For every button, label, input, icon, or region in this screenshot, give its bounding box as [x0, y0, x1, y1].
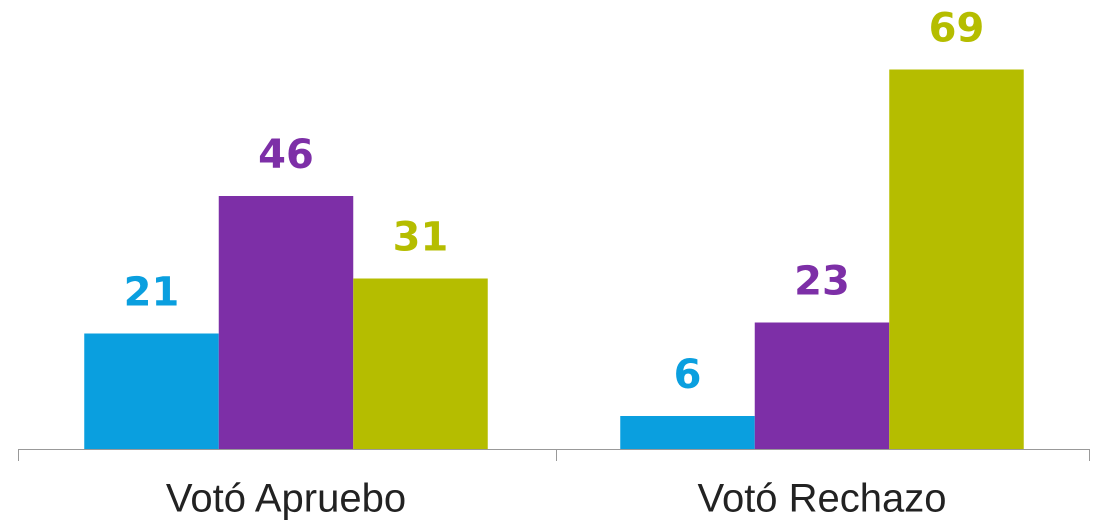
data-label: 6: [674, 352, 702, 398]
bar: [889, 69, 1024, 449]
x-tick-label: Votó Apruebo: [166, 477, 406, 521]
x-tick-label: Votó Rechazo: [697, 477, 946, 521]
data-label: 21: [124, 270, 180, 316]
data-label: 31: [393, 215, 449, 261]
bar: [84, 333, 219, 449]
data-label: 69: [929, 6, 985, 52]
data-label: 23: [794, 259, 850, 305]
bar: [620, 416, 755, 449]
bar: [754, 322, 890, 449]
data-label: 46: [258, 132, 314, 178]
bar: [218, 196, 354, 449]
bar: [353, 278, 488, 449]
